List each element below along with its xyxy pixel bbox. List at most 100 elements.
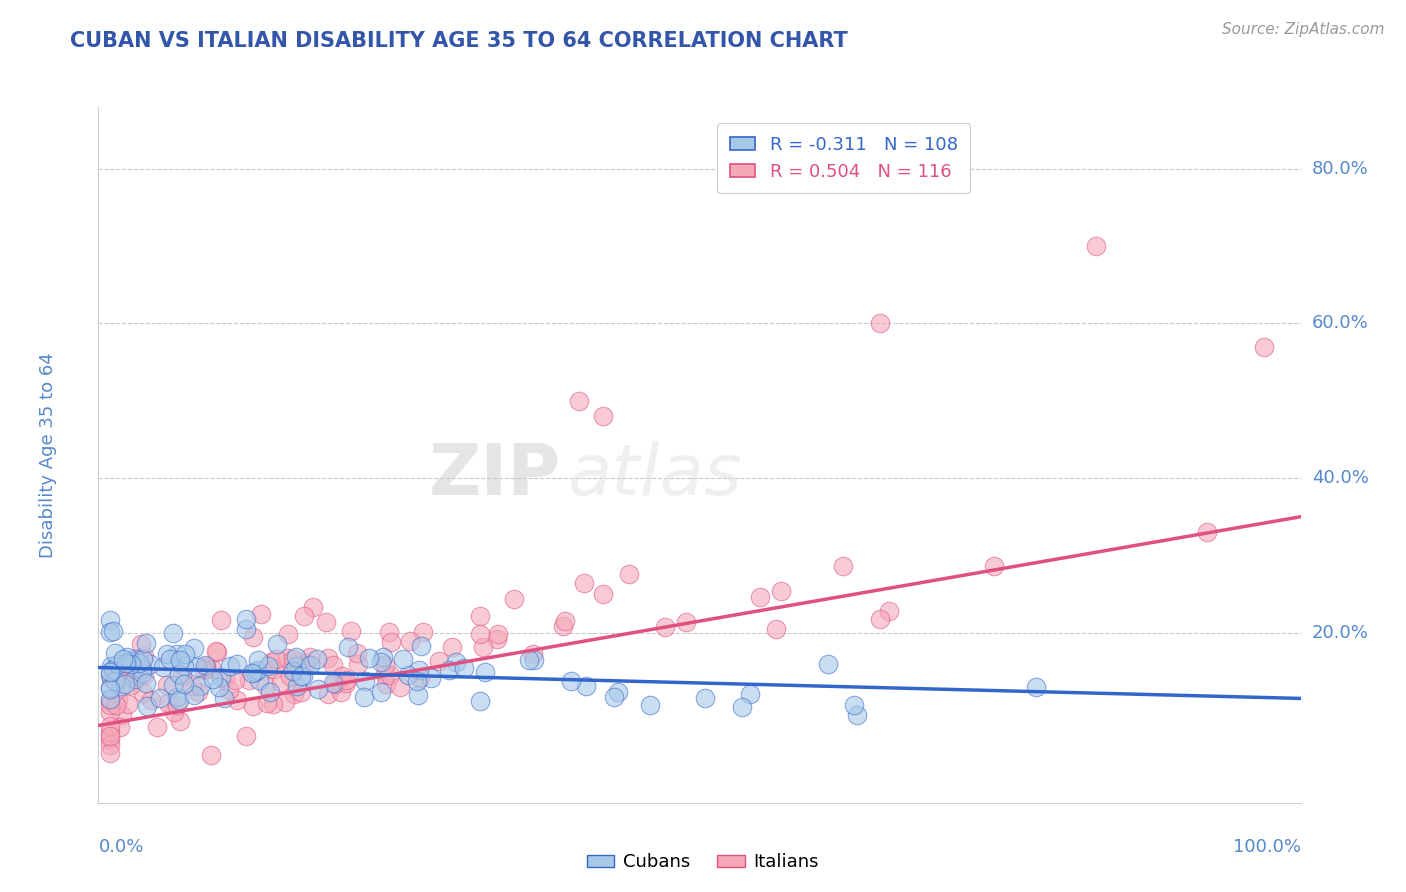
Point: [284, 649, 307, 664]
Point: [194, 659, 217, 673]
Point: [135, 636, 157, 650]
Legend: R = -0.311   N = 108, R = 0.504   N = 116: R = -0.311 N = 108, R = 0.504 N = 116: [717, 123, 970, 194]
Point: [738, 687, 761, 701]
Text: ZIP: ZIP: [429, 442, 561, 510]
Point: [194, 658, 217, 673]
Point: [201, 662, 224, 676]
Point: [276, 650, 298, 665]
Point: [212, 690, 235, 705]
Text: 100.0%: 100.0%: [1233, 838, 1301, 855]
Text: 60.0%: 60.0%: [1312, 315, 1368, 333]
Point: [135, 698, 157, 713]
Text: Disability Age 35 to 64: Disability Age 35 to 64: [39, 352, 56, 558]
Point: [205, 645, 228, 659]
Point: [167, 692, 190, 706]
Point: [128, 669, 150, 683]
Point: [470, 609, 492, 624]
Point: [263, 662, 285, 676]
Point: [453, 661, 475, 675]
Point: [100, 668, 122, 682]
Point: [1025, 680, 1047, 694]
Point: [218, 682, 240, 697]
Point: [877, 604, 900, 618]
Point: [983, 559, 1005, 574]
Point: [100, 729, 122, 743]
Point: [844, 698, 866, 712]
Point: [560, 674, 582, 689]
Point: [225, 657, 247, 672]
Point: [166, 698, 188, 712]
Point: [173, 659, 195, 673]
Point: [340, 624, 363, 638]
Point: [412, 625, 434, 640]
Point: [322, 658, 344, 673]
Point: [100, 698, 122, 712]
Point: [167, 667, 190, 681]
Point: [336, 640, 359, 654]
Point: [283, 687, 305, 701]
Point: [845, 708, 868, 723]
Point: [274, 695, 297, 709]
Point: [181, 679, 204, 693]
Point: [100, 746, 122, 760]
Point: [638, 698, 661, 713]
Point: [322, 676, 344, 690]
Point: [357, 651, 380, 665]
Point: [1253, 340, 1275, 354]
Point: [100, 613, 122, 627]
Point: [104, 674, 127, 689]
Point: [131, 661, 153, 675]
Point: [134, 668, 156, 682]
Point: [134, 649, 156, 664]
Point: [264, 651, 287, 665]
Point: [146, 720, 169, 734]
Point: [108, 720, 131, 734]
Point: [769, 583, 792, 598]
Point: [290, 684, 312, 698]
Point: [111, 708, 134, 723]
Point: [247, 673, 270, 687]
Point: [392, 652, 415, 666]
Point: [208, 680, 231, 694]
Point: [156, 678, 179, 692]
Point: [335, 673, 357, 687]
Point: [259, 655, 281, 669]
Point: [522, 647, 544, 661]
Point: [617, 567, 640, 582]
Point: [307, 652, 329, 666]
Point: [277, 627, 299, 641]
Point: [606, 685, 628, 699]
Point: [592, 587, 614, 601]
Point: [204, 643, 226, 657]
Point: [100, 692, 122, 706]
Point: [170, 669, 193, 683]
Point: [100, 659, 122, 673]
Text: 40.0%: 40.0%: [1312, 469, 1368, 487]
Point: [139, 693, 162, 707]
Point: [695, 691, 717, 706]
Point: [214, 671, 236, 685]
Text: atlas: atlas: [567, 442, 742, 510]
Point: [159, 652, 181, 666]
Point: [235, 612, 257, 626]
Point: [406, 673, 429, 688]
Point: [485, 632, 508, 646]
Point: [374, 677, 396, 691]
Point: [112, 669, 135, 683]
Point: [602, 690, 624, 705]
Point: [373, 650, 395, 665]
Text: CUBAN VS ITALIAN DISABILITY AGE 35 TO 64 CORRELATION CHART: CUBAN VS ITALIAN DISABILITY AGE 35 TO 64…: [70, 31, 848, 51]
Point: [346, 646, 368, 660]
Point: [869, 317, 891, 331]
Point: [132, 686, 155, 700]
Point: [129, 637, 152, 651]
Point: [173, 677, 195, 691]
Point: [186, 659, 208, 673]
Point: [290, 669, 312, 683]
Point: [572, 576, 595, 591]
Text: 20.0%: 20.0%: [1312, 624, 1368, 641]
Point: [553, 618, 575, 632]
Point: [100, 719, 122, 733]
Point: [131, 666, 153, 681]
Point: [120, 657, 142, 671]
